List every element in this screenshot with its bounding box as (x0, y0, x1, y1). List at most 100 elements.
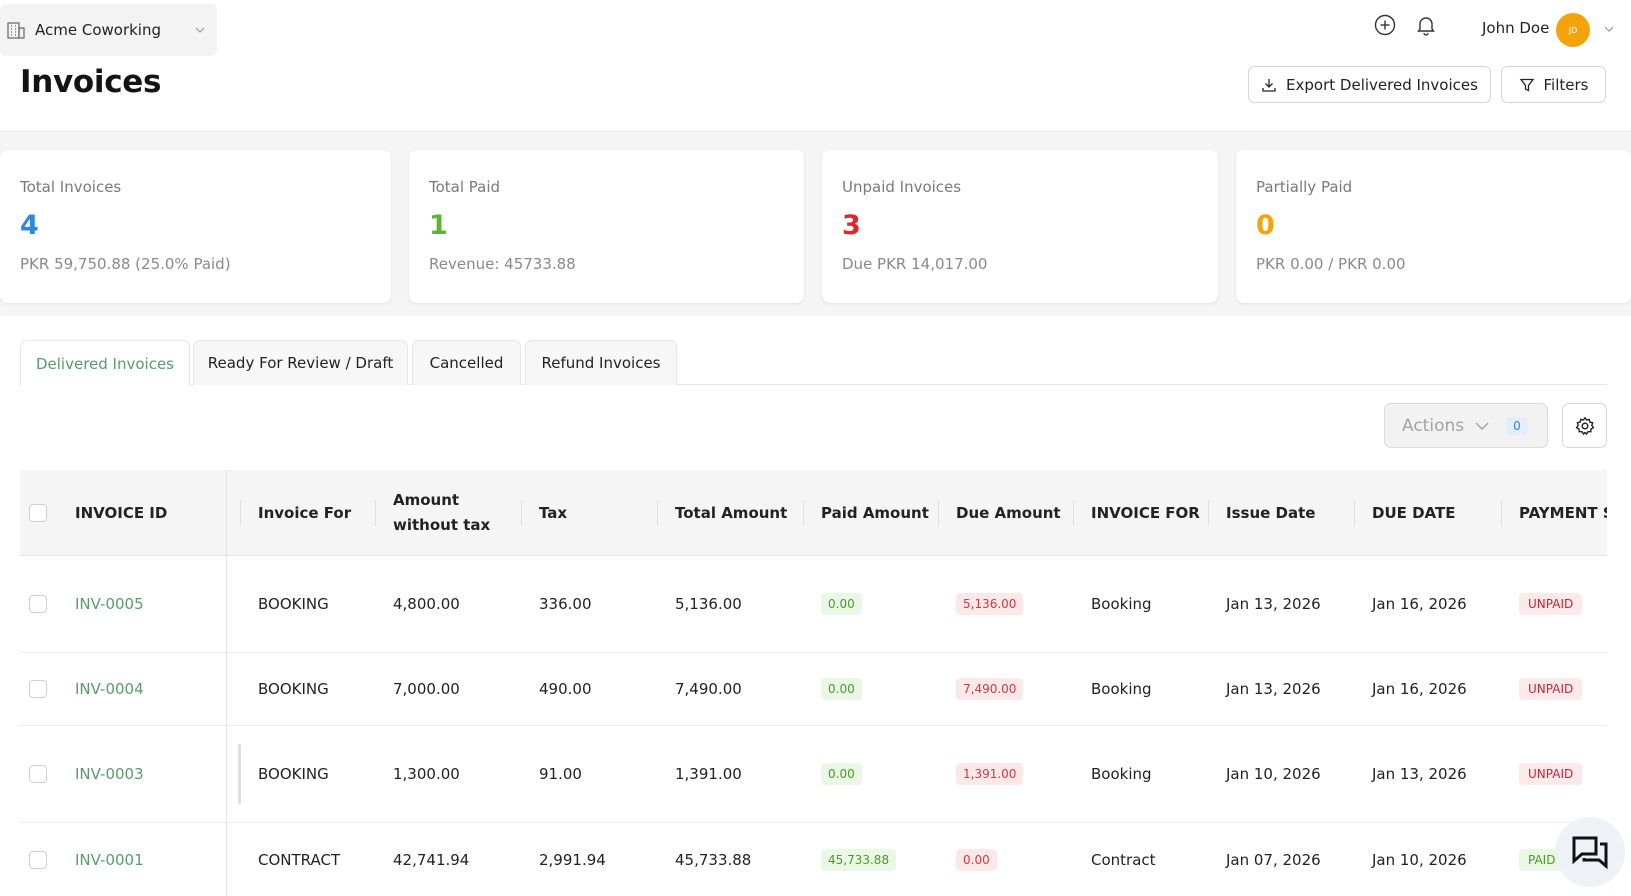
table-header: INVOICE ID Invoice For Amount without ta… (20, 470, 1607, 556)
org-switcher[interactable]: Acme Coworking (0, 4, 217, 56)
row-checkbox[interactable] (29, 595, 47, 613)
invoice-for-cell: BOOKING (258, 595, 329, 613)
col-due-amount[interactable]: Due Amount (956, 503, 1061, 522)
table-row[interactable]: INV-0004 BOOKING 7,000.00 490.00 7,490.0… (20, 653, 1607, 726)
invoice-tabs: Delivered Invoices Ready For Review / Dr… (20, 340, 1607, 386)
column-divider (803, 500, 804, 526)
issue-date-cell: Jan 13, 2026 (1226, 595, 1321, 613)
tax-cell: 490.00 (539, 680, 592, 698)
chat-icon (1572, 836, 1608, 870)
row-select-cell (29, 556, 47, 652)
status-badge: UNPAID (1519, 763, 1583, 785)
stat-subtext: PKR 0.00 / PKR 0.00 (1256, 255, 1406, 273)
due-amount-pill: 5,136.00 (956, 593, 1024, 615)
invoice-type-cell: Booking (1091, 680, 1152, 698)
invoice-type-cell: Booking (1091, 595, 1152, 613)
avatar[interactable]: JD (1556, 13, 1590, 47)
add-circle-icon[interactable] (1374, 14, 1396, 36)
stat-card-total-invoices: Total Invoices 4 PKR 59,750.88 (25.0% Pa… (0, 150, 391, 303)
col-amount-without-tax[interactable]: Amount without tax (393, 491, 491, 534)
due-date-cell: Jan 16, 2026 (1372, 595, 1467, 613)
col-tax[interactable]: Tax (539, 503, 568, 522)
amount-cell: 42,741.94 (393, 850, 470, 869)
invoice-id-link[interactable]: INV-0004 (75, 680, 144, 698)
row-select-cell (29, 823, 47, 896)
column-divider (1354, 500, 1355, 526)
filters-button[interactable]: Filters (1501, 66, 1606, 103)
filter-icon (1519, 78, 1534, 92)
stat-value: 3 (842, 210, 861, 241)
column-divider (938, 500, 939, 526)
column-divider (1501, 500, 1502, 526)
paid-amount-cell: 0.00 (821, 653, 862, 725)
col-invoice-for[interactable]: Invoice For (258, 503, 352, 522)
chevron-down-icon[interactable] (1602, 22, 1616, 36)
column-resize-handle[interactable] (238, 744, 241, 804)
actions-label: Actions (1402, 415, 1465, 436)
tab-ready-for-review[interactable]: Ready For Review / Draft (193, 340, 408, 385)
table-row[interactable]: INV-0001 CONTRACT 42,741.94 2,991.94 45,… (20, 823, 1607, 896)
row-checkbox[interactable] (29, 765, 47, 783)
tab-refund-invoices[interactable]: Refund Invoices (525, 340, 677, 385)
col-issue-date[interactable]: Issue Date (1226, 503, 1316, 522)
select-all-checkbox[interactable] (29, 504, 47, 522)
amount-cell: 1,300.00 (393, 765, 460, 783)
total-cell: 7,490.00 (675, 680, 742, 698)
row-checkbox[interactable] (29, 850, 47, 869)
invoice-type-cell: Contract (1091, 850, 1156, 869)
stat-card-total-paid: Total Paid 1 Revenue: 45733.88 (409, 150, 804, 303)
status-badge: PAID (1519, 848, 1565, 871)
col-invoice-for-type[interactable]: INVOICE FOR (1091, 503, 1200, 522)
col-due-date[interactable]: DUE DATE (1372, 503, 1456, 522)
column-divider (657, 500, 658, 526)
stat-value: 0 (1256, 210, 1275, 241)
stat-subtext: Due PKR 14,017.00 (842, 255, 988, 273)
chevron-down-icon (1475, 422, 1489, 430)
stat-label: Partially Paid (1256, 178, 1353, 196)
tab-delivered-invoices[interactable]: Delivered Invoices (20, 340, 190, 386)
total-cell: 1,391.00 (675, 765, 742, 783)
stat-label: Total Paid (429, 178, 501, 196)
user-name[interactable]: John Doe (1482, 19, 1550, 37)
stat-card-partially-paid: Partially Paid 0 PKR 0.00 / PKR 0.00 (1236, 150, 1631, 303)
total-cell: 5,136.00 (675, 595, 742, 613)
building-icon (7, 22, 25, 39)
payment-status-cell: PAID (1519, 823, 1565, 896)
actions-dropdown[interactable]: Actions 0 (1384, 403, 1548, 448)
payment-status-cell: UNPAID (1519, 556, 1583, 652)
column-divider (1208, 500, 1209, 526)
due-amount-cell: 7,490.00 (956, 653, 1024, 725)
invoices-panel: Delivered Invoices Ready For Review / Dr… (0, 316, 1631, 896)
chevron-down-icon (195, 27, 205, 33)
paid-amount-cell: 45,733.88 (821, 823, 897, 896)
row-select-cell (29, 653, 47, 725)
tax-cell: 2,991.94 (539, 850, 606, 869)
export-delivered-invoices-button[interactable]: Export Delivered Invoices (1248, 66, 1491, 103)
column-divider (1073, 500, 1074, 526)
bell-icon[interactable] (1415, 14, 1437, 36)
tax-cell: 91.00 (539, 765, 582, 783)
chat-support-button[interactable] (1555, 817, 1625, 887)
col-invoice-id[interactable]: INVOICE ID (75, 503, 168, 522)
invoice-id-link[interactable]: INV-0003 (75, 765, 144, 783)
row-checkbox[interactable] (29, 680, 47, 698)
invoice-for-cell: CONTRACT (258, 850, 341, 869)
paid-amount-pill: 0.00 (821, 593, 862, 615)
col-payment-status[interactable]: PAYMENT STATUS (1519, 503, 1607, 522)
stat-card-unpaid-invoices: Unpaid Invoices 3 Due PKR 14,017.00 (822, 150, 1218, 303)
filters-button-label: Filters (1543, 75, 1589, 94)
col-total-amount[interactable]: Total Amount (675, 503, 788, 522)
table-row[interactable]: INV-0003 BOOKING 1,300.00 91.00 1,391.00… (20, 726, 1607, 823)
paid-amount-pill: 0.00 (821, 678, 862, 700)
page-title: Invoices (20, 64, 162, 100)
stat-value: 4 (20, 210, 39, 241)
col-paid-amount[interactable]: Paid Amount (821, 503, 929, 522)
invoice-id-link[interactable]: INV-0005 (75, 595, 144, 613)
table-row[interactable]: INV-0005 BOOKING 4,800.00 336.00 5,136.0… (20, 556, 1607, 653)
amount-cell: 7,000.00 (393, 680, 460, 698)
paid-amount-pill: 0.00 (821, 763, 862, 785)
frozen-column-divider (226, 470, 227, 896)
invoice-id-link[interactable]: INV-0001 (75, 850, 144, 869)
tab-cancelled[interactable]: Cancelled (412, 340, 521, 385)
table-settings-button[interactable] (1562, 403, 1607, 448)
